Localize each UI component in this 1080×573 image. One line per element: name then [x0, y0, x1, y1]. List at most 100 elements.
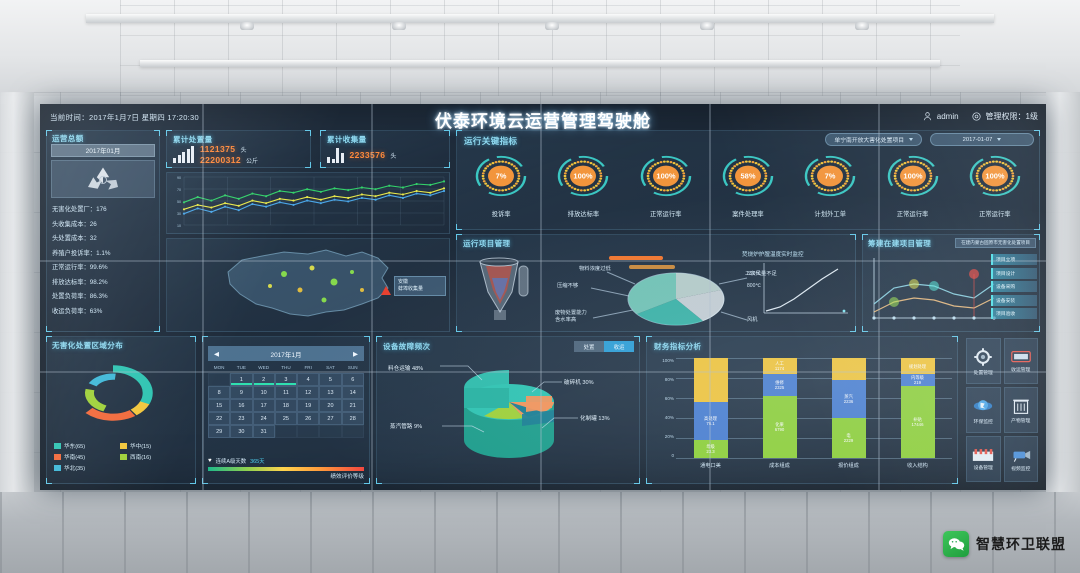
summary-stat-list: 无害化处置厂：176 头收集成本：26 头处置成本：32 养殖户投诉率：1.1%… — [52, 203, 160, 319]
calendar-prev-button[interactable]: ◀ — [214, 350, 219, 358]
cumulative-disposal-title: 累计处置量 — [173, 135, 213, 144]
calendar-dow: THU — [281, 365, 291, 370]
performance-caption: 绩效评价等级 — [330, 474, 364, 480]
tile-collection-management[interactable]: 收运管理 — [1003, 338, 1038, 384]
tile-equipment-management[interactable]: 设备管理 — [966, 436, 1001, 482]
calendar-day[interactable]: 11 — [274, 386, 298, 399]
toggle-collection[interactable]: 收运 — [604, 341, 634, 352]
calendar-day[interactable]: 24 — [252, 412, 275, 425]
calendar-day[interactable]: 20 — [319, 399, 342, 412]
gauge-ring: 7% — [475, 155, 527, 197]
calendar-day[interactable]: 4 — [297, 373, 320, 386]
process-bar — [629, 265, 675, 269]
finance-y-tick: 20% — [664, 434, 674, 439]
toggle-disposal[interactable]: 处置 — [574, 341, 604, 352]
calendar-day[interactable]: 1 — [230, 373, 253, 386]
calendar-day[interactable]: 19 — [297, 399, 320, 412]
calendar-day[interactable]: 25 — [274, 412, 298, 425]
wall-pillar — [1046, 92, 1080, 492]
calendar-day[interactable]: 30 — [230, 425, 253, 438]
finance-bar[interactable]: 高处理 76.1 母级 23.3 — [693, 358, 728, 458]
calendar-dow: TUE — [236, 365, 246, 370]
finance-segment-label: 补贴 — [913, 417, 922, 422]
stage-tag[interactable]: 项目设计 — [991, 267, 1037, 279]
calendar-day[interactable]: 3 — [274, 373, 298, 386]
calendar-day[interactable]: 15 — [208, 399, 231, 412]
bar-chart-icon — [173, 146, 194, 163]
date-select[interactable]: 2017-01-07 — [930, 133, 1034, 146]
calendar-day[interactable]: 8 — [208, 386, 231, 399]
finance-title: 财务指标分析 — [654, 342, 702, 351]
calendar-day[interactable]: 23 — [230, 412, 253, 425]
calendar-day[interactable]: 9 — [230, 386, 253, 399]
calendar-day[interactable]: 22 — [208, 412, 231, 425]
finance-x-label: 成本组成 — [769, 463, 790, 469]
china-map-panel: 安徽 蚌埠收集量 — [166, 238, 450, 332]
calendar-day[interactable]: 21 — [341, 399, 364, 412]
operation-summary-panel: 运营总额 2017年01月 无害化处置厂：176 头收集成本：26 头处置成本：… — [46, 130, 160, 332]
calendar-day[interactable]: 17 — [252, 399, 275, 412]
calendar-day[interactable]: 26 — [297, 412, 320, 425]
tile-environment-monitor[interactable]: 环保监控 — [966, 387, 1001, 433]
calendar-day[interactable]: 27 — [319, 412, 342, 425]
construction-project-select[interactable]: 在建内蒙古固原市无害化处置项目 — [955, 238, 1036, 248]
kpi-gauge[interactable]: 100% 正常运行率 — [629, 150, 703, 218]
stage-tag[interactable]: 设备采购 — [991, 281, 1037, 292]
calendar-day[interactable]: 28 — [341, 412, 364, 425]
svg-text:70: 70 — [177, 188, 181, 192]
gauge-ring: 100% — [969, 155, 1021, 197]
calendar-day[interactable]: 13 — [319, 386, 342, 399]
tile-product-management[interactable]: 产物管理 — [1003, 387, 1038, 433]
tile-video-surveillance[interactable]: 视频监控 — [1003, 436, 1038, 482]
legend-label: 华中(15) — [130, 444, 152, 450]
kpi-panel: 运行关键指标 单宁南开放大害化处置项目 2017-01-07 7% 投诉率 100%… — [456, 130, 1040, 230]
legend-item: 华北(35) — [54, 464, 112, 472]
tile-disposal-management[interactable]: 处置管理 — [966, 338, 1001, 384]
calendar-day[interactable]: 29 — [208, 425, 231, 438]
project-select[interactable]: 单宁南开放大害化处置项目 — [825, 133, 922, 146]
summary-month-chip[interactable]: 2017年01月 — [51, 144, 155, 157]
fault-label-0: 料仓运输 48% — [388, 364, 423, 372]
kpi-gauge[interactable]: 100% 正常运行率 — [876, 150, 950, 218]
calendar-next-button[interactable]: ▶ — [352, 350, 358, 358]
kpi-gauge[interactable]: 58% 案件处理率 — [711, 150, 785, 218]
finance-bar[interactable]: 人工 1174 维修 2325 化果 6790 — [762, 358, 797, 458]
chevron-down-icon — [997, 138, 1002, 141]
fault-pie-3d — [464, 370, 554, 458]
calendar-day[interactable]: 2 — [252, 373, 275, 386]
region-legend: 华东(65) 华中(15) 华南(45) 西南(16) 华北(35) — [54, 442, 190, 472]
finance-segment-label: 维修 — [775, 380, 784, 385]
summary-stat: 无害化处置厂：176 — [52, 206, 107, 213]
finance-x-label: 通电口美 — [700, 463, 721, 469]
kpi-gauge[interactable]: 100% 排放达标率 — [546, 150, 620, 218]
finance-bar[interactable]: 规划处理 内等级 219 补贴 17446 — [900, 358, 935, 458]
finance-bar-segment: 维修 2325 — [762, 374, 797, 396]
calendar-day[interactable]: 10 — [252, 386, 275, 399]
kpi-gauge[interactable]: 7% 投诉率 — [464, 150, 538, 218]
calendar-day[interactable]: 5 — [319, 373, 342, 386]
calendar-day[interactable]: 6 — [341, 373, 364, 386]
kpi-gauge[interactable]: 7% 计划外工单 — [793, 150, 867, 218]
calendar-day[interactable]: 18 — [274, 399, 298, 412]
calendar-day[interactable]: 14 — [341, 386, 364, 399]
stage-tag[interactable]: 项目验收 — [991, 308, 1037, 319]
svg-text:30: 30 — [177, 212, 181, 216]
module-tiles-panel: 处置管理 收运管理 环保监控 — [964, 336, 1040, 484]
finance-segment-label: 76.1 — [706, 421, 715, 426]
process-diagram: 物料浓度过低 压缩不够 二次风量不足 废物处置能力 含水率高 风机 — [551, 254, 851, 330]
finance-bar[interactable]: 蒸汽 2236 电 2229 — [831, 358, 866, 458]
user-account[interactable]: admin — [922, 111, 959, 122]
svg-text:10: 10 — [177, 224, 181, 228]
calendar-day[interactable]: 31 — [252, 425, 275, 438]
calendar-day[interactable]: 16 — [230, 399, 253, 412]
calendar-week-row: 22 23 24 25 26 27 28 — [208, 412, 364, 425]
construction-project-title: 筹建在建项目管理 — [868, 239, 932, 248]
stage-tag[interactable]: 项目立项 — [991, 254, 1037, 265]
stage-tag[interactable]: 设备安装 — [991, 294, 1037, 306]
kpi-gauge[interactable]: 100% 正常运行率 — [958, 150, 1032, 218]
calendar-day[interactable]: 12 — [297, 386, 320, 399]
kpi-gauge-list: 7% 投诉率 100% 排放达标率 100% 正常运行率 58% 案件处理率 7% 计划外工单 10… — [460, 150, 1036, 218]
permission-level[interactable]: 管理权限：1级 — [971, 111, 1038, 122]
watermark: 智慧环卫联盟 — [943, 531, 1066, 557]
